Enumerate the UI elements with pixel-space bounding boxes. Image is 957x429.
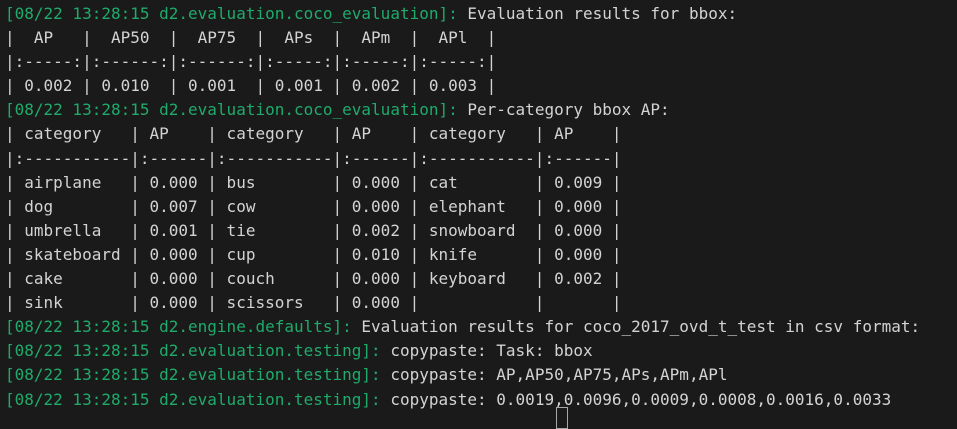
log-message: | airplane | 0.000 | bus | 0.000 | cat |… [5, 172, 622, 192]
log-timestamp-logger: [08/22 13:28:15 d2.evaluation.coco_evalu… [5, 100, 458, 120]
log-line: |:-----:|:------:|:------:|:-----:|:----… [5, 50, 957, 74]
log-message: | dog | 0.007 | cow | 0.000 | elephant |… [5, 196, 622, 216]
log-message: copypaste: 0.0019,0.0096,0.0009,0.0008,0… [380, 389, 892, 409]
log-line: [08/22 13:28:15 d2.evaluation.testing]: … [5, 339, 957, 363]
log-message: copypaste: Task: bbox [380, 341, 593, 361]
log-line: [08/22 13:28:15 d2.evaluation.testing]: … [5, 363, 957, 387]
log-message: Evaluation results for bbox: [457, 4, 738, 23]
log-message: Per-category bbox AP: [457, 100, 670, 120]
log-line: | dog | 0.007 | cow | 0.000 | elephant |… [5, 195, 957, 219]
log-message: | cake | 0.000 | couch | 0.000 | keyboar… [5, 269, 622, 289]
log-message: | sink | 0.000 | scissors | 0.000 | | | [5, 293, 622, 313]
log-line: | sink | 0.000 | scissors | 0.000 | | | [5, 291, 957, 315]
log-line: | cake | 0.000 | couch | 0.000 | keyboar… [5, 267, 957, 291]
log-timestamp-logger: [08/22 13:28:15 d2.evaluation.coco_evalu… [5, 4, 458, 23]
log-output: [08/22 13:28:15 d2.evaluation.coco_evalu… [5, 2, 957, 412]
terminal-cursor [556, 407, 568, 429]
log-line: | airplane | 0.000 | bus | 0.000 | cat |… [5, 171, 957, 195]
log-message: |:-----:|:------:|:------:|:-----:|:----… [5, 52, 497, 72]
log-timestamp-logger: [08/22 13:28:15 d2.evaluation.testing]: [5, 341, 381, 361]
log-line: | 0.002 | 0.010 | 0.001 | 0.001 | 0.002 … [5, 74, 957, 98]
log-timestamp-logger: [08/22 13:28:15 d2.evaluation.testing]: [5, 389, 381, 409]
terminal-window: [08/22 13:28:15 d2.evaluation.coco_evalu… [5, 2, 957, 412]
log-line: | AP | AP50 | AP75 | APs | APm | APl | [5, 26, 957, 50]
log-message: Evaluation results for coco_2017_ovd_t_t… [351, 317, 921, 337]
log-line: [08/22 13:28:15 d2.evaluation.coco_evalu… [5, 2, 957, 26]
log-message: | category | AP | category | AP | catego… [5, 124, 622, 144]
log-timestamp-logger: [08/22 13:28:15 d2.engine.defaults]: [5, 317, 352, 337]
log-message: |:-----------|:------|:-----------|:----… [5, 148, 622, 168]
log-line: [08/22 13:28:15 d2.evaluation.coco_evalu… [5, 98, 957, 122]
log-line: | umbrella | 0.001 | tie | 0.002 | snowb… [5, 219, 957, 243]
log-line: |:-----------|:------|:-----------|:----… [5, 147, 957, 171]
log-line: | category | AP | category | AP | catego… [5, 122, 957, 146]
log-message: copypaste: AP,AP50,AP75,APs,APm,APl [380, 365, 728, 385]
log-timestamp-logger: [08/22 13:28:15 d2.evaluation.testing]: [5, 365, 381, 385]
log-line: | skateboard | 0.000 | cup | 0.010 | kni… [5, 243, 957, 267]
log-message: | skateboard | 0.000 | cup | 0.010 | kni… [5, 244, 622, 264]
log-message: | AP | AP50 | AP75 | APs | APm | APl | [5, 28, 497, 48]
log-line: [08/22 13:28:15 d2.evaluation.testing]: … [5, 388, 957, 412]
log-message: | 0.002 | 0.010 | 0.001 | 0.001 | 0.002 … [5, 76, 497, 96]
log-line: [08/22 13:28:15 d2.engine.defaults]: Eva… [5, 315, 957, 339]
log-message: | umbrella | 0.001 | tie | 0.002 | snowb… [5, 220, 622, 240]
